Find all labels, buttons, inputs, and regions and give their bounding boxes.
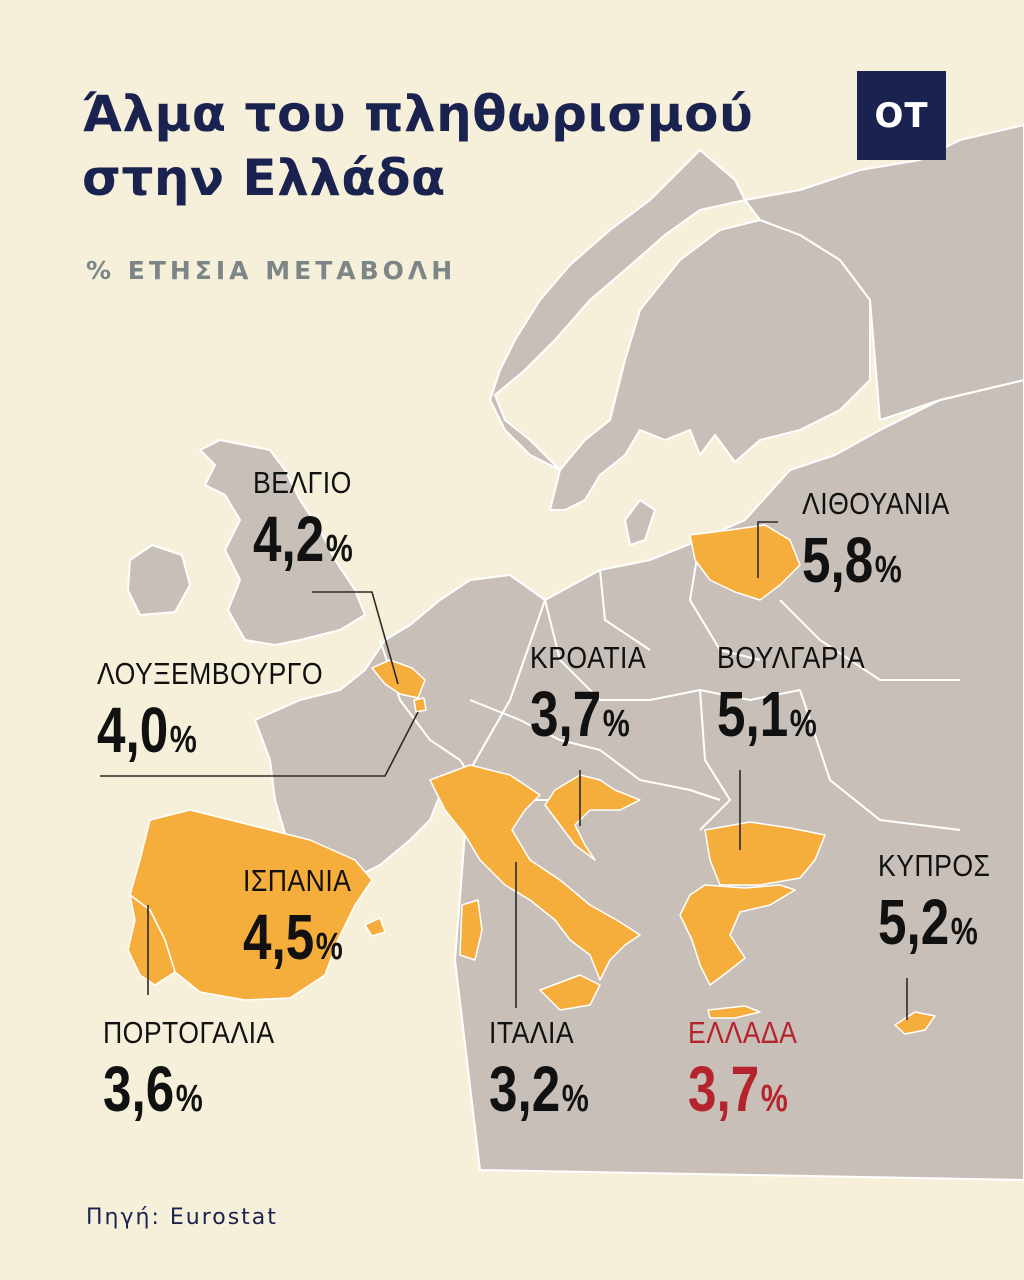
- country-greece: [679, 884, 796, 986]
- callout-portugal: ΠΟΡΤΟΓΑΛΙΑ 3,6%: [103, 1016, 303, 1132]
- country-name: ΠΟΡΤΟΓΑΛΙΑ: [103, 1015, 275, 1050]
- page-title: Άλμα του πληθωρισμού στην Ελλάδα: [82, 82, 753, 210]
- callout-spain: ΙΣΠΑΝΙΑ 4,5%: [243, 864, 369, 980]
- callout-cyprus: ΚΥΠΡΟΣ 5,2%: [878, 849, 1009, 965]
- country-portugal: [127, 894, 176, 986]
- landmass-arctic: [744, 124, 1024, 421]
- country-croatia: [544, 774, 641, 861]
- leader-lithuania: [757, 521, 778, 578]
- country-name: ΛΟΥΞΕΜΒΟΥΡΓΟ: [97, 656, 324, 691]
- country-name: ΙΤΑΛΙΑ: [489, 1015, 575, 1050]
- landmass-ireland: [127, 544, 191, 616]
- country-bulgaria: [704, 821, 826, 886]
- inflation-value: 5,1%: [717, 678, 817, 750]
- country-italy: [429, 764, 641, 981]
- country-lithuania: [689, 524, 801, 601]
- country-belgium: [371, 659, 426, 699]
- callout-luxembourg: ΛΟΥΞΕΜΒΟΥΡΓΟ 4,0%: [97, 657, 360, 773]
- inflation-value: 4,0%: [97, 694, 197, 766]
- country-sardinia: [459, 899, 483, 961]
- title-line-2: στην Ελλάδα: [82, 149, 446, 207]
- landmass-gotland: [624, 499, 656, 546]
- inflation-value: 4,5%: [243, 901, 343, 973]
- country-name: ΚΡΟΑΤΙΑ: [530, 640, 647, 675]
- landmass-norway: [489, 149, 746, 471]
- country-cyprus: [894, 1011, 936, 1035]
- country-luxembourg: [413, 697, 427, 713]
- country-sicily: [539, 974, 601, 1011]
- border-lines: [379, 539, 961, 831]
- callout-belgium: ΒΕΛΓΙΟ 4,2%: [253, 466, 378, 582]
- callout-bulgaria: ΒΟΥΛΓΑΡΙΑ 5,1%: [717, 641, 889, 757]
- title-line-1: Άλμα του πληθωρισμού: [82, 85, 754, 143]
- callout-lithuania: ΛΙΘΟΥΑΝΙΑ 5,8%: [802, 487, 974, 603]
- country-name: ΙΣΠΑΝΙΑ: [243, 863, 352, 898]
- leader-belgium: [312, 591, 399, 685]
- country-balearic: [364, 917, 386, 937]
- callout-croatia: ΚΡΟΑΤΙΑ 3,7%: [530, 641, 665, 757]
- inflation-value: 3,2%: [489, 1053, 589, 1125]
- inflation-value: 3,7%: [530, 678, 630, 750]
- inflation-value: 5,2%: [878, 886, 978, 958]
- country-name: ΚΥΠΡΟΣ: [878, 848, 991, 883]
- country-name: ΒΟΥΛΓΑΡΙΑ: [717, 640, 866, 675]
- ot-logo: OT: [857, 71, 946, 160]
- inflation-value: 4,2%: [253, 503, 353, 575]
- landmass-scandinavia: [549, 219, 871, 511]
- country-name: ΒΕΛΓΙΟ: [253, 465, 352, 500]
- landmass-britain: [199, 439, 366, 646]
- inflation-value: 3,6%: [103, 1053, 203, 1125]
- country-name: ΕΛΛΑΔΑ: [688, 1015, 798, 1050]
- country-name: ΛΙΘΟΥΑΝΙΑ: [802, 486, 950, 521]
- subtitle: % ΕΤΗΣΙΑ ΜΕΤΑΒΟΛΗ: [86, 256, 457, 285]
- inflation-value: 5,8%: [802, 524, 902, 596]
- leader-luxembourg: [100, 711, 419, 777]
- inflation-value: 3,7%: [688, 1053, 788, 1125]
- callout-italy: ΙΤΑΛΙΑ 3,2%: [489, 1016, 614, 1132]
- callout-greece: ΕΛΛΑΔΑ 3,7%: [688, 1016, 815, 1132]
- country-crete: [707, 1005, 761, 1019]
- source-note: Πηγή: Eurostat: [86, 1205, 278, 1230]
